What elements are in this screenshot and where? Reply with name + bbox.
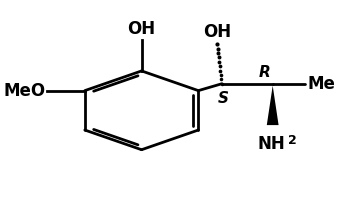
Text: NH: NH — [258, 135, 286, 153]
Text: 2: 2 — [288, 134, 297, 147]
Text: Me: Me — [307, 75, 335, 93]
Text: R: R — [259, 65, 270, 80]
Text: S: S — [218, 91, 229, 106]
Text: OH: OH — [203, 23, 231, 41]
Text: MeO: MeO — [3, 82, 46, 100]
Text: OH: OH — [127, 20, 156, 38]
Polygon shape — [267, 86, 279, 125]
